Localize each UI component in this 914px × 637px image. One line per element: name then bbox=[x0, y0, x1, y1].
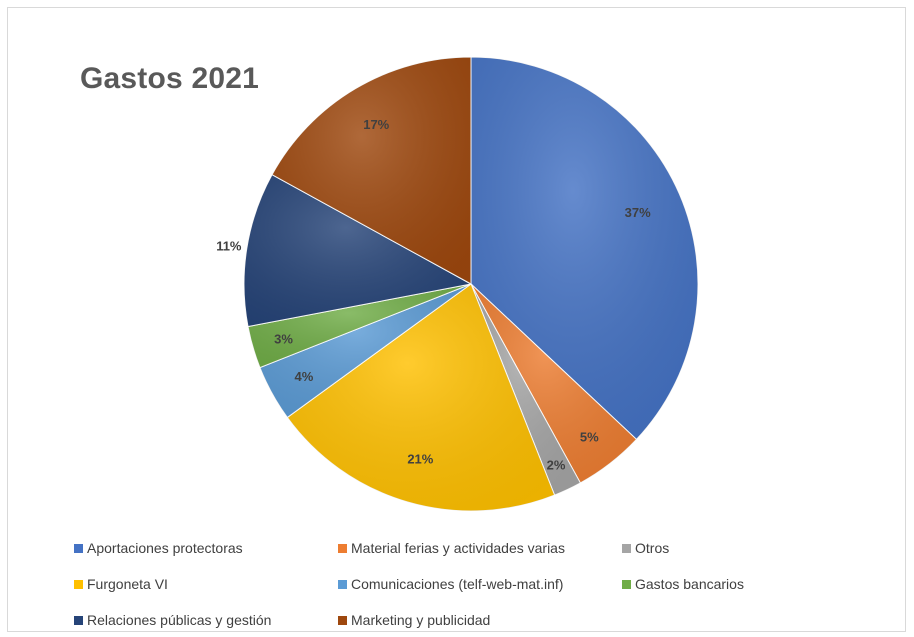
data-label-5: 4% bbox=[295, 369, 314, 384]
legend-item: Gastos bancarios bbox=[622, 576, 744, 592]
legend-item: Marketing y publicidad bbox=[338, 612, 490, 628]
chart-title: Gastos 2021 bbox=[80, 62, 259, 95]
legend-item: Material ferias y actividades varias bbox=[338, 540, 565, 556]
legend-swatch bbox=[338, 615, 347, 625]
pie-slice-shade-1 bbox=[471, 57, 698, 440]
data-label-2: 5% bbox=[580, 429, 599, 444]
legend-label: Material ferias y actividades varias bbox=[351, 540, 565, 556]
pie-slice-shade-4 bbox=[287, 284, 555, 511]
legend-swatch bbox=[74, 615, 83, 625]
legend-label: Otros bbox=[635, 540, 670, 556]
legend-swatch bbox=[622, 579, 631, 589]
pie-slice-shade-3 bbox=[471, 284, 581, 496]
legend-item: Otros bbox=[622, 540, 669, 556]
legend-label: Relaciones públicas y gestión bbox=[87, 612, 272, 628]
data-label-8: 17% bbox=[363, 117, 389, 132]
legend-label: Gastos bancarios bbox=[635, 576, 744, 592]
pie-slice-shade-7 bbox=[244, 174, 471, 327]
pie-slice-shade-5 bbox=[259, 284, 471, 418]
legend-item: Relaciones públicas y gestión bbox=[74, 612, 271, 628]
pie-slice-shade-2 bbox=[471, 284, 637, 483]
legend-label: Marketing y publicidad bbox=[351, 612, 491, 628]
data-label-3: 2% bbox=[547, 458, 566, 473]
legend-item: Comunicaciones (telf-web-mat.inf) bbox=[338, 576, 563, 592]
legend-swatch bbox=[338, 543, 347, 553]
legend-label: Comunicaciones (telf-web-mat.inf) bbox=[351, 576, 564, 592]
pie-slice-shade-8 bbox=[272, 56, 471, 284]
legend-label: Aportaciones protectoras bbox=[87, 540, 243, 556]
data-label-6: 3% bbox=[274, 331, 293, 346]
data-label-7: 11% bbox=[216, 239, 242, 254]
data-label-1: 37% bbox=[625, 205, 651, 220]
legend-swatch bbox=[338, 579, 347, 589]
legend-label: Furgoneta VI bbox=[87, 576, 168, 592]
legend-swatch bbox=[74, 543, 83, 553]
pie-slice-shade-6 bbox=[248, 284, 471, 368]
legend-swatch bbox=[74, 579, 83, 589]
legend-item: Aportaciones protectoras bbox=[74, 540, 243, 556]
data-label-4: 21% bbox=[407, 451, 433, 466]
legend-item: Furgoneta VI bbox=[74, 576, 168, 592]
legend-swatch bbox=[622, 543, 631, 553]
